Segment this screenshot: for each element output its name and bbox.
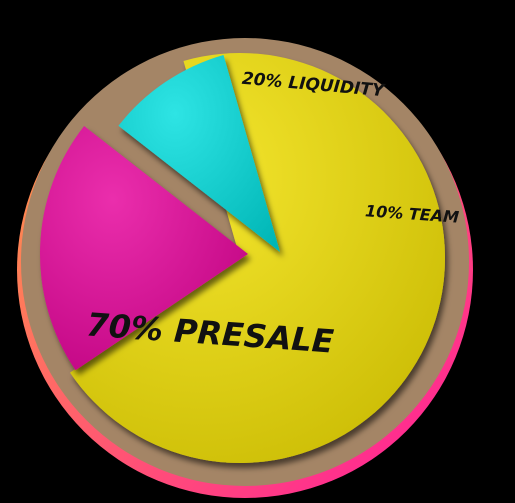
pie-slice-shade-20-liquidity — [39, 125, 248, 371]
pie-slice-shade-10-team — [118, 54, 280, 253]
pie-slice-shade-70-presale — [70, 52, 446, 464]
